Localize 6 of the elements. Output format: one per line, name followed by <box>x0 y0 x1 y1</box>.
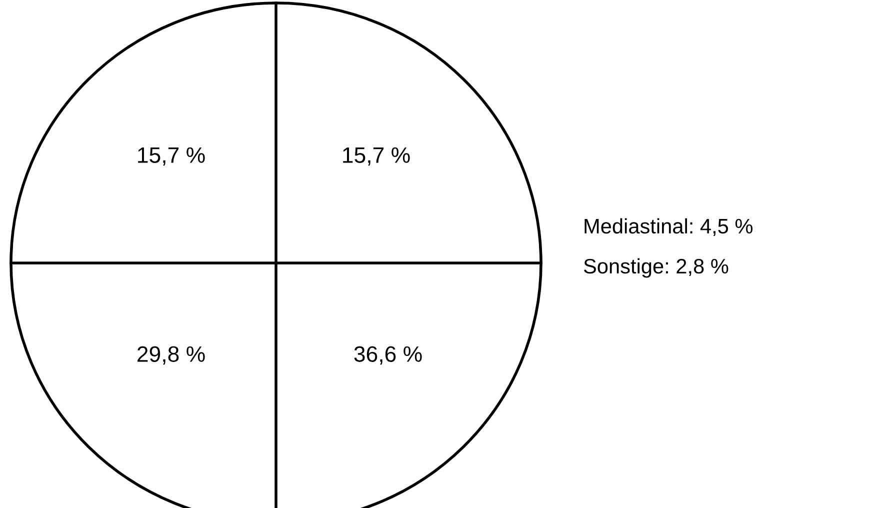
data-label: 15,7 % <box>138 147 205 166</box>
text: Mediastinal: 4,5 % <box>584 218 752 236</box>
data-label: 36,6 % <box>354 346 422 365</box>
data-label: 29,8 % <box>138 346 205 365</box>
text: Sonstige: 2,8 % <box>584 258 728 278</box>
data-label: 15,7 % <box>343 147 410 166</box>
